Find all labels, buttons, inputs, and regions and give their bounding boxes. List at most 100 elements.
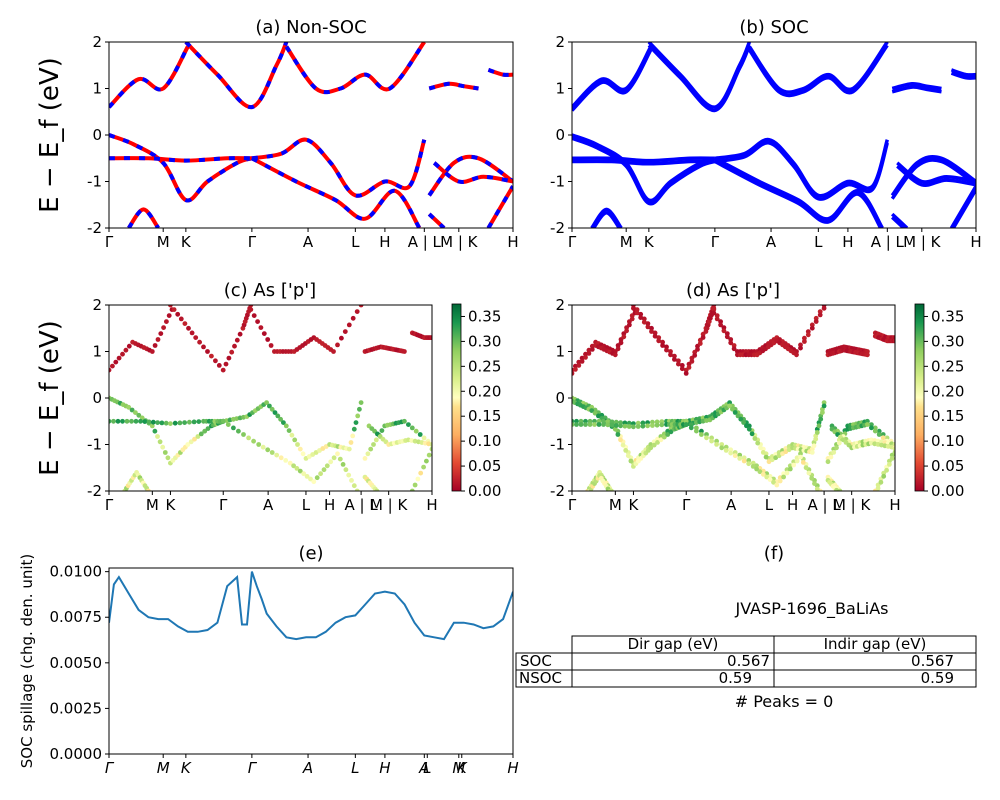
projection-point	[286, 428, 292, 433]
projection-point	[834, 445, 839, 451]
y-tick-label: 0.0075	[50, 608, 103, 626]
x-tick-label: Γ	[105, 759, 115, 777]
band-line-spin-up	[487, 68, 513, 77]
colorbar-tick-label: 0.00	[468, 482, 501, 500]
projection-point	[665, 432, 671, 437]
band-line-soc	[896, 161, 976, 184]
projection-point	[760, 450, 766, 455]
y-tick-label: 0.0025	[50, 699, 103, 717]
projection-point	[638, 311, 644, 317]
projection-point	[109, 418, 112, 424]
projection-point	[146, 488, 151, 491]
projection-point	[618, 340, 624, 346]
x-tick-label: Γ	[248, 759, 258, 777]
projection-point	[719, 445, 725, 451]
projection-point	[260, 444, 266, 450]
projection-point	[878, 479, 884, 485]
projection-point	[115, 418, 121, 424]
projection-point	[714, 442, 719, 447]
projection-point	[328, 459, 334, 465]
projection-point	[623, 448, 629, 453]
panel-e-ylabel: SOC spillage (chg. den. unit)	[18, 554, 36, 769]
projection-point	[321, 467, 327, 473]
projection-point	[818, 416, 824, 422]
projection-point	[572, 422, 575, 427]
projection-point	[627, 322, 632, 328]
projection-point	[803, 465, 809, 471]
band-line-spin-down	[486, 185, 513, 228]
projection-point	[300, 451, 306, 457]
projection-point	[724, 334, 730, 340]
projection-point	[668, 429, 674, 435]
projection-point	[686, 365, 692, 370]
band-line-soc-split	[896, 164, 976, 188]
projection-point	[161, 325, 167, 330]
projection-point	[402, 349, 407, 354]
projection-point	[574, 422, 579, 427]
x-tick-label: Γ	[568, 233, 577, 251]
projection-point	[728, 340, 734, 346]
panel-b-title: (b) SOC	[739, 17, 808, 38]
projection-point	[146, 419, 152, 425]
projection-point	[828, 454, 834, 460]
projection-point	[576, 363, 582, 368]
band-line-soc-split	[591, 210, 622, 228]
projection-point	[727, 403, 732, 409]
projection-point	[649, 329, 654, 334]
projection-point	[129, 418, 134, 424]
projection-point	[337, 456, 343, 462]
projection-point	[342, 329, 348, 334]
y-tick-label: 1	[555, 80, 565, 98]
y-tick-label: 2	[92, 33, 102, 51]
table-cell	[773, 669, 977, 688]
projection-point	[301, 471, 307, 477]
projection-point	[752, 436, 758, 441]
band-line-spin-down	[109, 45, 190, 109]
projection-point	[297, 446, 303, 452]
projection-point	[676, 358, 681, 364]
projection-point	[350, 315, 356, 321]
x-tick-label: L	[814, 233, 823, 251]
band-line-spin-down	[427, 154, 513, 197]
x-tick-label: A | L	[807, 496, 841, 514]
colorbar-tick-label: 0.25	[931, 357, 964, 375]
projection-point	[261, 331, 267, 336]
projection-point	[634, 310, 640, 316]
projection-point	[624, 328, 629, 334]
x-tick-label: Γ	[105, 233, 114, 251]
projection-point	[163, 420, 169, 426]
x-tick-label: L	[302, 496, 311, 514]
projection-point	[699, 432, 704, 437]
projection-point	[269, 406, 275, 412]
projection-point	[721, 328, 727, 334]
projection-point	[672, 357, 677, 362]
projection-point	[371, 442, 376, 447]
projection-point	[289, 432, 295, 438]
projection-point	[607, 489, 613, 491]
band-line-spin-down	[284, 42, 426, 95]
x-tick-label: H	[379, 759, 390, 777]
panel-a-ylabel: E − E_f (eV)	[35, 57, 65, 213]
projection-point	[658, 437, 664, 443]
x-tick-label: L	[765, 496, 774, 514]
y-tick-label: 0.0050	[50, 654, 103, 672]
x-tick-label: H	[426, 496, 437, 514]
projection-point	[225, 422, 231, 427]
projection-point	[654, 422, 660, 428]
projection-point	[417, 432, 423, 437]
projection-point	[116, 355, 122, 361]
projection-point	[236, 428, 241, 434]
projection-point	[166, 313, 172, 318]
colorbar-tick-label: 0.00	[931, 482, 964, 500]
panel-c-colorbar-ticks: 0.00 0.05 0.10 0.15 0.20 0.25 0.30 0.35	[461, 307, 501, 500]
projection-point	[129, 407, 135, 413]
projection-point	[730, 406, 735, 412]
y-tick-label: 1	[92, 343, 102, 361]
projection-point	[592, 422, 597, 427]
projection-point	[645, 321, 651, 326]
projection-point	[348, 440, 354, 445]
projection-point	[738, 416, 744, 422]
band-line-spin-up	[184, 42, 289, 110]
